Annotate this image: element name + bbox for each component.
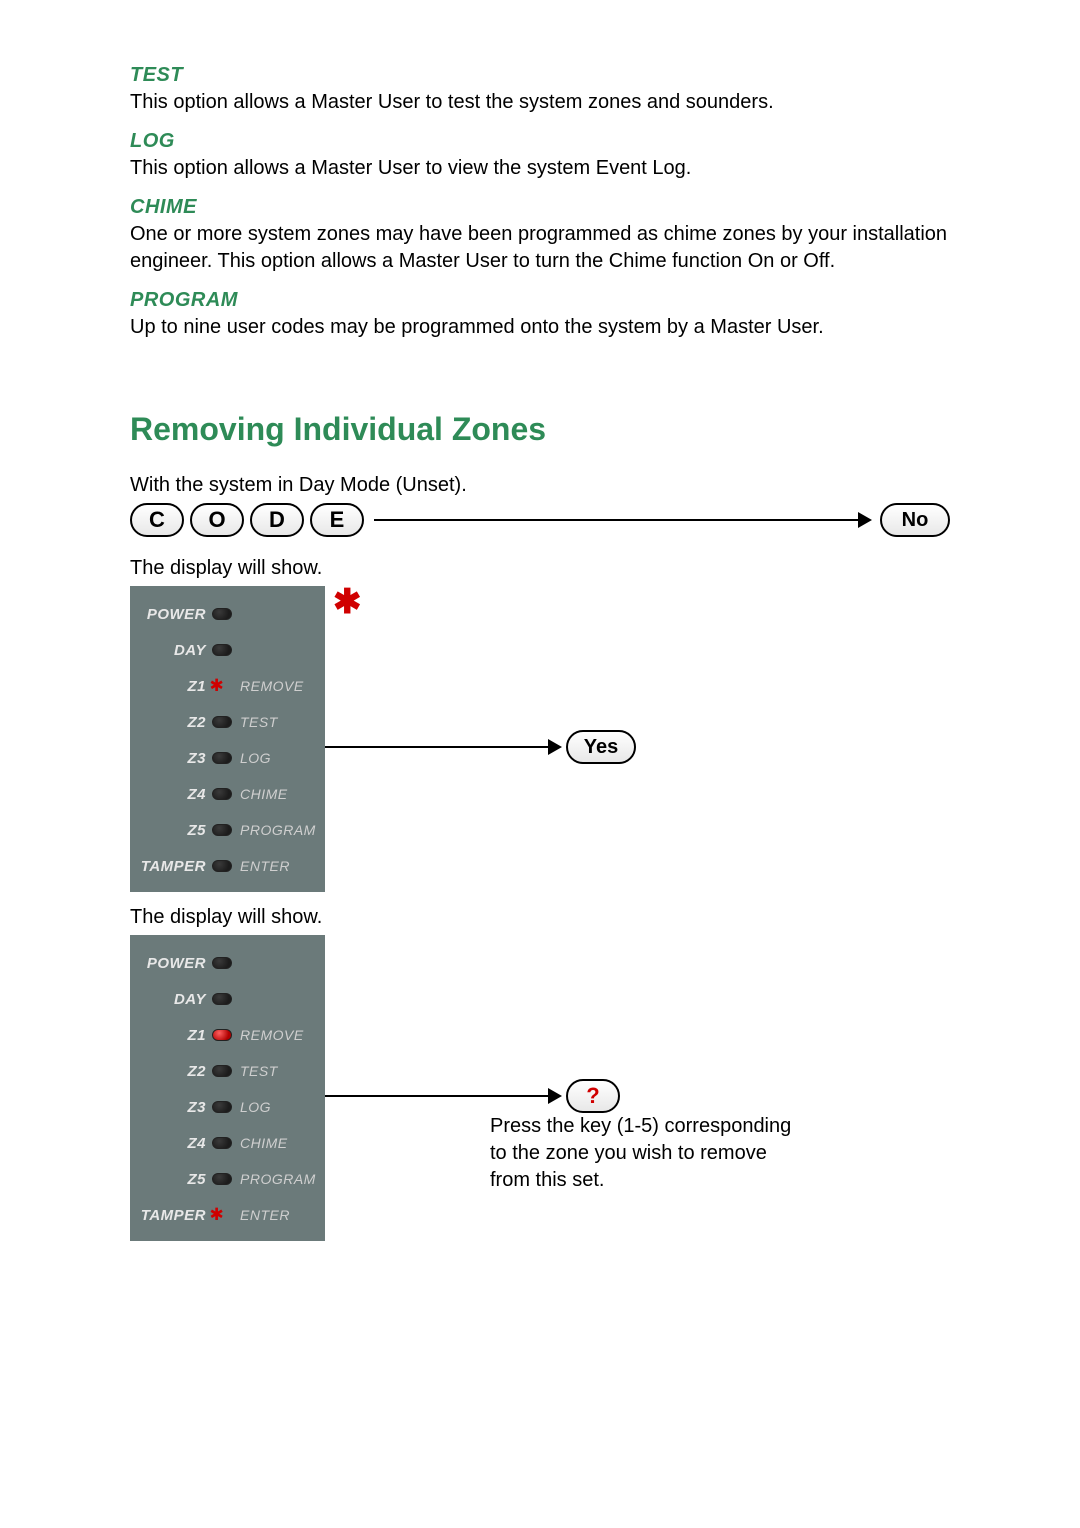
panel-row-left: Z1 bbox=[134, 1027, 212, 1044]
panel-row-left: POWER bbox=[134, 606, 212, 623]
panel-row: Z4 CHIME bbox=[134, 776, 321, 812]
panel-row-right: LOG bbox=[240, 750, 271, 766]
led-off-icon bbox=[212, 824, 232, 836]
panel-row: Z5 PROGRAM bbox=[134, 1161, 321, 1197]
section-label-chime: CHIME bbox=[130, 196, 950, 219]
led-off-icon bbox=[212, 1137, 232, 1149]
panel-row: TAMPER ENTER bbox=[134, 848, 321, 884]
panel-row-right: CHIME bbox=[240, 786, 288, 802]
panel-row-left: Z2 bbox=[134, 1063, 212, 1080]
panel2-block: POWER DAY Z1 REMOVE Z2 TEST Z3 LOG Z4 CHIME Z5 PROG… bbox=[130, 935, 950, 1245]
key-o[interactable]: O bbox=[190, 503, 244, 537]
section-text-program: Up to nine user codes may be programmed … bbox=[130, 314, 950, 341]
panel2: POWER DAY Z1 REMOVE Z2 TEST Z3 LOG Z4 CHIME Z5 PROG… bbox=[130, 935, 325, 1241]
led-off-icon bbox=[212, 1101, 232, 1113]
led-red-icon bbox=[212, 1029, 232, 1041]
panel-row: Z4 CHIME bbox=[134, 1125, 321, 1161]
panel-row: POWER bbox=[134, 596, 321, 632]
panel-row: DAY bbox=[134, 981, 321, 1017]
step3-text: The display will show. bbox=[130, 906, 950, 929]
panel-row: Z2 TEST bbox=[134, 704, 321, 740]
panel-row-left: Z5 bbox=[134, 1171, 212, 1188]
key-d[interactable]: D bbox=[250, 503, 304, 537]
led-off-icon bbox=[212, 752, 232, 764]
code-row: C O D E No bbox=[130, 503, 950, 537]
panel-row: Z3 LOG bbox=[134, 1089, 321, 1125]
panel-row: Z1 REMOVE bbox=[134, 668, 321, 704]
step1-text: With the system in Day Mode (Unset). bbox=[130, 474, 950, 497]
panel-row-left: Z1 bbox=[134, 678, 212, 695]
panel-row-right: TEST bbox=[240, 1063, 278, 1079]
panel-row-left: TAMPER bbox=[134, 1207, 212, 1224]
panel-row-right: REMOVE bbox=[240, 678, 304, 694]
panel-row: POWER bbox=[134, 945, 321, 981]
panel-row-left: TAMPER bbox=[134, 858, 212, 875]
section-label-log: LOG bbox=[130, 130, 950, 153]
panel-row-right: ENTER bbox=[240, 1207, 290, 1223]
key-e[interactable]: E bbox=[310, 503, 364, 537]
panel-row-right: CHIME bbox=[240, 1135, 288, 1151]
star-icon: ✱ bbox=[333, 582, 362, 622]
panel-row-right: TEST bbox=[240, 714, 278, 730]
panel-row-left: Z3 bbox=[134, 750, 212, 767]
key-question[interactable]: ? bbox=[566, 1079, 620, 1113]
panel-row-left: Z4 bbox=[134, 786, 212, 803]
arrow-to-q: ? bbox=[325, 1079, 620, 1113]
main-heading: Removing Individual Zones bbox=[130, 411, 950, 448]
panel-row-left: Z5 bbox=[134, 822, 212, 839]
panel-row-right: PROGRAM bbox=[240, 822, 316, 838]
step2-text: The display will show. bbox=[130, 557, 950, 580]
panel-row-left: DAY bbox=[134, 642, 212, 659]
panel-row-left: DAY bbox=[134, 991, 212, 1008]
led-star-icon bbox=[212, 1205, 232, 1225]
led-off-icon bbox=[212, 788, 232, 800]
led-star-icon bbox=[212, 676, 232, 696]
section-text-test: This option allows a Master User to test… bbox=[130, 89, 950, 116]
panel-row-left: Z4 bbox=[134, 1135, 212, 1152]
panel-row: Z3 LOG bbox=[134, 740, 321, 776]
led-off-icon bbox=[212, 993, 232, 1005]
note-text: Press the key (1-5) corresponding to the… bbox=[490, 1113, 800, 1194]
section-label-test: TEST bbox=[130, 64, 950, 87]
panel1-block: POWER DAY Z1 REMOVE Z2 TEST Z3 LOG Z4 CHIME Z5 PROG… bbox=[130, 586, 950, 886]
panel-row-left: Z2 bbox=[134, 714, 212, 731]
section-text-log: This option allows a Master User to view… bbox=[130, 155, 950, 182]
key-no[interactable]: No bbox=[880, 503, 950, 537]
panel-row: DAY bbox=[134, 632, 321, 668]
panel-row-left: POWER bbox=[134, 955, 212, 972]
panel-row-left: Z3 bbox=[134, 1099, 212, 1116]
panel-row-right: LOG bbox=[240, 1099, 271, 1115]
panel1: POWER DAY Z1 REMOVE Z2 TEST Z3 LOG Z4 CHIME Z5 PROG… bbox=[130, 586, 325, 892]
key-yes[interactable]: Yes bbox=[566, 730, 636, 764]
panel-row: Z1 REMOVE bbox=[134, 1017, 321, 1053]
led-off-icon bbox=[212, 644, 232, 656]
key-c[interactable]: C bbox=[130, 503, 184, 537]
section-label-program: PROGRAM bbox=[130, 289, 950, 312]
led-off-icon bbox=[212, 860, 232, 872]
panel-row: Z2 TEST bbox=[134, 1053, 321, 1089]
panel-row-right: PROGRAM bbox=[240, 1171, 316, 1187]
panel-row-right: REMOVE bbox=[240, 1027, 304, 1043]
arrow-to-yes: Yes bbox=[325, 730, 636, 764]
led-off-icon bbox=[212, 957, 232, 969]
led-off-icon bbox=[212, 1173, 232, 1185]
section-text-chime: One or more system zones may have been p… bbox=[130, 221, 950, 275]
led-off-icon bbox=[212, 608, 232, 620]
panel-row: TAMPER ENTER bbox=[134, 1197, 321, 1233]
panel-row-right: ENTER bbox=[240, 858, 290, 874]
led-off-icon bbox=[212, 1065, 232, 1077]
led-off-icon bbox=[212, 716, 232, 728]
panel-row: Z5 PROGRAM bbox=[134, 812, 321, 848]
arrow-to-no bbox=[374, 519, 870, 521]
